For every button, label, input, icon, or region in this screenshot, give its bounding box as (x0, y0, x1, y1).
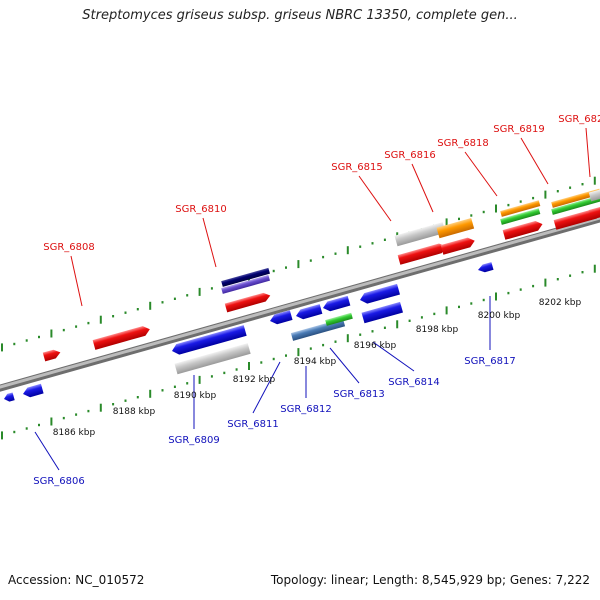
gene-label-reverse[interactable]: SGR_6811 (227, 419, 279, 430)
callout-line (372, 341, 415, 372)
scale-label: 8186 kbp (53, 428, 96, 438)
gene-sgr6810-red (224, 292, 271, 313)
gene-sgr6819-green (551, 195, 600, 215)
scale-label: 8200 kbp (478, 311, 521, 321)
genome-backbone (0, 215, 600, 392)
gene-sgr6809-gray (174, 343, 251, 375)
scale-labels: 8186 kbp 8188 kbp 8190 kbp 8192 kbp 8194 kbp… (53, 298, 582, 438)
gene-sgr6806-b (23, 383, 44, 398)
gene-sgr6815-red (397, 243, 447, 265)
callout-line (252, 361, 281, 414)
gene-sgr6818-red (502, 220, 543, 240)
gene-sgr6808-b (92, 326, 150, 350)
gene-sgr6818-orange (500, 200, 541, 217)
map-title: Streptomyces griseus subsp. griseus NBRC… (82, 8, 518, 23)
tick-row-upper (1, 176, 596, 352)
scale-label: 8198 kbp (416, 325, 459, 335)
gene-sgr6809-blue (172, 325, 247, 355)
gene-sgr6811-blue (270, 310, 293, 325)
scale-label: 8192 kbp (233, 375, 276, 385)
scale-label: 8202 kbp (539, 298, 582, 308)
callout-line (464, 151, 498, 197)
gene-sgr6813-green (325, 312, 353, 326)
gene-label-forward[interactable]: SGR_6810 (175, 204, 227, 215)
gene-label-reverse[interactable]: SGR_6812 (280, 404, 332, 415)
callout-line (70, 255, 83, 307)
callout-line (34, 431, 60, 471)
gene-features (4, 184, 600, 402)
gene-sgr6820-gray (588, 184, 600, 202)
strand-tick-rows (1, 176, 596, 440)
gene-sgr6816-red (440, 237, 475, 255)
gene-label-reverse[interactable]: SGR_6817 (464, 356, 516, 367)
gene-sgr6815-gray (394, 222, 446, 247)
gene-sgr6810-navy (221, 267, 270, 287)
callout-line (358, 175, 392, 222)
gene-label-forward[interactable]: SGR_6820 (558, 114, 600, 125)
gene-label-reverse[interactable]: SGR_6806 (33, 476, 85, 487)
gene-sgr6812-blue (296, 304, 323, 320)
gene-label-forward[interactable]: SGR_6818 (437, 138, 489, 149)
gene-sgr6820-red (588, 203, 600, 220)
scale-label: 8196 kbp (354, 341, 397, 351)
gene-sgr6819-red (553, 208, 600, 230)
callout-line (585, 127, 591, 178)
callout-line (202, 217, 217, 268)
callout-line (411, 163, 434, 213)
gene-label-reverse[interactable]: SGR_6813 (333, 389, 385, 400)
gene-sgr6810-purple (221, 274, 270, 294)
gene-label-reverse[interactable]: SGR_6809 (168, 435, 220, 446)
scale-label: 8188 kbp (113, 407, 156, 417)
gene-callouts: SGR_6808 SGR_6810 SGR_6815SGR_6816SGR_6818… (33, 114, 600, 487)
tick-row-lower (1, 264, 596, 440)
callout-line (520, 137, 549, 185)
gene-sgr6806-a (4, 392, 15, 402)
gene-label-forward[interactable]: SGR_6815 (331, 162, 383, 173)
gene-sgr6818-green (500, 208, 541, 225)
gene-sgr6817-blue (478, 262, 494, 273)
gene-label-forward[interactable]: SGR_6816 (384, 150, 436, 161)
gene-sgr6808-a (42, 349, 61, 362)
topology-text: Topology: linear; Length: 8,545,929 bp; … (270, 573, 590, 587)
callout-line (329, 347, 360, 384)
gene-label-forward[interactable]: SGR_6808 (43, 242, 95, 253)
scale-label: 8190 kbp (174, 391, 217, 401)
gene-label-forward[interactable]: SGR_6819 (493, 124, 545, 135)
gene-sgr6816-orange (436, 217, 475, 239)
gene-label-reverse[interactable]: SGR_6814 (388, 377, 440, 388)
gene-sgr6814-blue-b (361, 301, 403, 324)
gene-sgr6813-blue (323, 295, 351, 312)
gene-sgr6814-blue (360, 283, 400, 304)
accession-text: Accession: NC_010572 (8, 573, 145, 587)
scale-label: 8194 kbp (294, 357, 337, 367)
gene-sgr6819-orange (551, 188, 600, 208)
